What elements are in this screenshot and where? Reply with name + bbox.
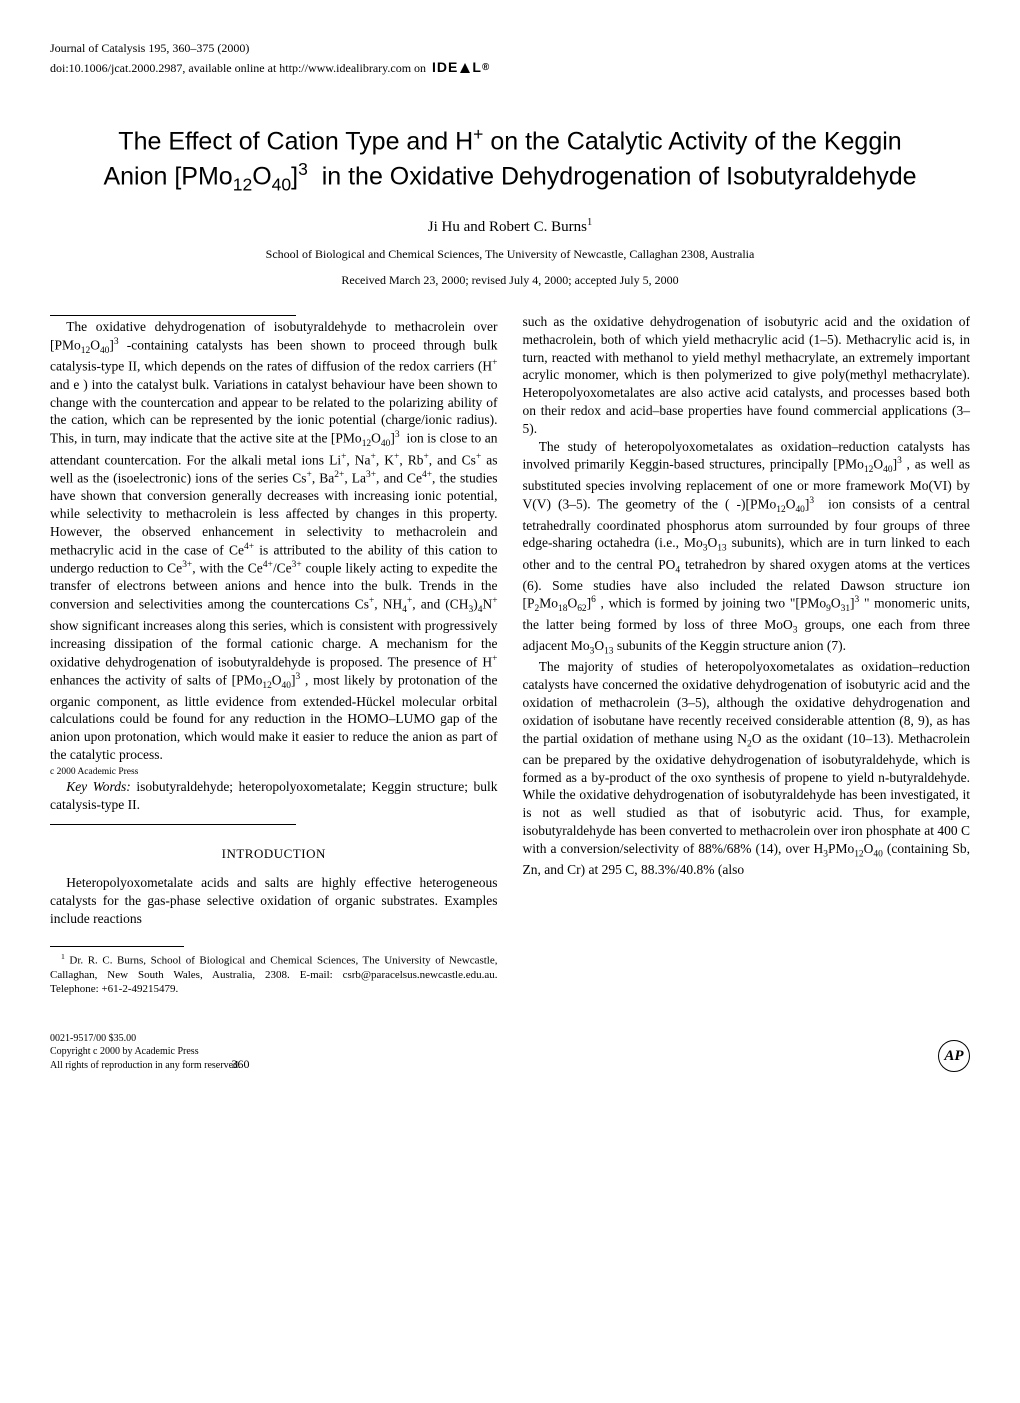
abstract-rule-top — [50, 315, 296, 316]
right-column: such as the oxidative dehydrogenation of… — [523, 313, 971, 997]
keywords: Key Words: isobutyraldehyde; heteropolyo… — [50, 778, 498, 814]
academic-press-logo: AP — [938, 1040, 970, 1072]
footnote-separator — [50, 946, 184, 947]
doi-row: doi:10.1006/jcat.2000.2987, available on… — [50, 58, 970, 78]
affiliation: School of Biological and Chemical Scienc… — [50, 246, 970, 262]
left-column: The oxidative dehydrogenation of isobuty… — [50, 313, 498, 997]
abstract-copyright: c 2000 Academic Press — [50, 766, 498, 779]
right-para-1: such as the oxidative dehydrogenation of… — [523, 313, 971, 438]
footer-copyright-block: 0021-9517/00 $35.00 Copyright c 2000 by … — [50, 1032, 241, 1073]
ideal-logo-text: IDE — [432, 58, 458, 77]
authors: Ji Hu and Robert C. Burns1 — [50, 216, 970, 237]
author-footnote: 1 Dr. R. C. Burns, School of Biological … — [50, 952, 498, 997]
abstract-rule-bottom — [50, 824, 296, 825]
doi-text: doi:10.1006/jcat.2000.2987, available on… — [50, 60, 426, 76]
footer-issn-price: 0021-9517/00 $35.00 — [50, 1032, 241, 1046]
page-number-wrap: 360 — [241, 1056, 938, 1073]
abstract-text: The oxidative dehydrogenation of isobuty… — [50, 318, 498, 764]
abstract-block: The oxidative dehydrogenation of isobuty… — [50, 315, 498, 825]
footer-copyright: Copyright c 2000 by Academic Press — [50, 1045, 241, 1059]
ap-logo-text: AP — [944, 1046, 963, 1066]
footer-rights: All rights of reproduction in any form r… — [50, 1059, 241, 1073]
article-title: The Effect of Cation Type and H+ on the … — [100, 123, 920, 196]
ideal-arrow-icon — [458, 61, 472, 75]
right-para-2: The study of heteropolyoxometalates as o… — [523, 438, 971, 659]
page-number: 360 — [232, 1057, 250, 1071]
journal-citation: Journal of Catalysis 195, 360–375 (2000) — [50, 40, 970, 56]
ideal-logo-l: L — [472, 58, 482, 77]
page-footer: 0021-9517/00 $35.00 Copyright c 2000 by … — [50, 1032, 970, 1073]
main-columns: The oxidative dehydrogenation of isobuty… — [50, 313, 970, 997]
section-heading-introduction: INTRODUCTION — [50, 845, 498, 862]
right-para-3: The majority of studies of heteropolyoxo… — [523, 658, 971, 878]
manuscript-dates: Received March 23, 2000; revised July 4,… — [50, 272, 970, 288]
ideal-logo: IDE L ® — [432, 58, 490, 77]
registered-mark: ® — [482, 61, 490, 74]
intro-paragraph: Heteropolyoxometalate acids and salts ar… — [50, 874, 498, 927]
